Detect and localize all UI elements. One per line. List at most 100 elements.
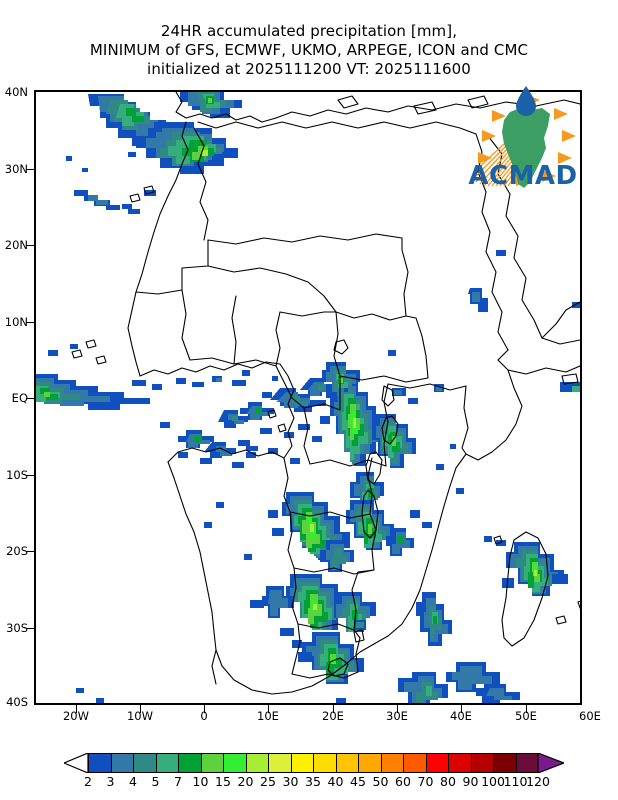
map-plot-area[interactable] bbox=[34, 90, 582, 705]
colorbar-label-20: 20 bbox=[237, 774, 254, 789]
colorbar-swatch-7[interactable] bbox=[178, 753, 201, 773]
colorbar-swatch-40[interactable] bbox=[335, 753, 358, 773]
y-tick-label-eq: EQ bbox=[11, 391, 28, 405]
acmad-logo[interactable]: ACMAD bbox=[458, 86, 588, 194]
colorbar-label-5: 5 bbox=[151, 774, 160, 789]
colorbar-label-40: 40 bbox=[327, 774, 344, 789]
title-line-3: initialized at 2025111200 VT: 2025111600 bbox=[147, 60, 471, 78]
colorbar-label-50: 50 bbox=[372, 774, 389, 789]
y-tick-10n bbox=[26, 322, 34, 323]
colorbar-swatch-70[interactable] bbox=[425, 753, 448, 773]
x-tick-10w bbox=[140, 705, 141, 713]
colorbar-swatch-80[interactable] bbox=[448, 753, 471, 773]
africa-continent-icon bbox=[502, 108, 550, 188]
acmad-logo-text: ACMAD bbox=[468, 161, 577, 191]
colorbar-label-80: 80 bbox=[440, 774, 456, 789]
colorbar-swatch-30[interactable] bbox=[290, 753, 313, 773]
precip-region-southern-indian-ocean bbox=[398, 592, 520, 703]
x-tick-label-40e: 40E bbox=[450, 709, 472, 723]
colorbar-tick-labels: 2 3 4 5 7 10 15 20 25 30 35 40 45 50 60 70 80 90 100 110 120 bbox=[0, 774, 618, 794]
y-tick-20s bbox=[26, 551, 34, 552]
x-tick-20w bbox=[76, 705, 77, 713]
colorbar-label-4: 4 bbox=[129, 774, 137, 789]
colorbar-label-90: 90 bbox=[462, 774, 479, 789]
colorbar-swatch-45[interactable] bbox=[358, 753, 381, 773]
x-tick-30e bbox=[397, 705, 398, 713]
colorbar-label-110: 110 bbox=[503, 774, 528, 789]
colorbar-swatch-2[interactable] bbox=[88, 753, 111, 773]
colorbar-label-2: 2 bbox=[84, 774, 92, 789]
precip-region-zambia-zimbabwe bbox=[268, 492, 432, 572]
x-tick-50e bbox=[526, 705, 527, 713]
colorbar-label-30: 30 bbox=[282, 774, 299, 789]
colorbar-swatch-25[interactable] bbox=[268, 753, 291, 773]
colorbar-swatch-3[interactable] bbox=[110, 753, 133, 773]
y-tick-label-30s: 30S bbox=[6, 621, 28, 635]
x-tick-20e bbox=[333, 705, 334, 713]
colorbar-swatch-10[interactable] bbox=[200, 753, 223, 773]
x-tick-label-30e: 30E bbox=[386, 709, 408, 723]
colorbar-label-3: 3 bbox=[106, 774, 115, 789]
colorbar-label-70: 70 bbox=[417, 774, 434, 789]
x-tick-label-10w: 10W bbox=[126, 709, 154, 723]
colorbar-swatch-110[interactable] bbox=[515, 753, 538, 773]
colorbar-label-100: 100 bbox=[481, 774, 505, 789]
precip-region-madagascar bbox=[484, 536, 568, 596]
precip-region-morocco-iberia bbox=[66, 92, 242, 214]
y-tick-10s bbox=[26, 475, 34, 476]
y-tick-label-10s: 10S bbox=[6, 468, 28, 482]
colorbar-swatch-35[interactable] bbox=[313, 753, 336, 773]
colorbar-swatch-5[interactable] bbox=[155, 753, 178, 773]
y-tick-30s bbox=[26, 628, 34, 629]
y-tick-label-40n: 40N bbox=[4, 85, 28, 99]
colorbar-over-arrow bbox=[538, 753, 564, 773]
y-tick-label-30n: 30N bbox=[4, 162, 28, 176]
precip-specks bbox=[76, 350, 464, 703]
precipitation-field bbox=[36, 92, 580, 703]
colorbar-label-25: 25 bbox=[260, 774, 276, 789]
colorbar-label-45: 45 bbox=[350, 774, 366, 789]
water-drop-icon bbox=[516, 86, 536, 116]
x-tick-label-20e: 20E bbox=[322, 709, 344, 723]
colorbar-swatch-15[interactable] bbox=[223, 753, 246, 773]
colorbar-label-35: 35 bbox=[305, 774, 321, 789]
title-line-2: MINIMUM of GFS, ECMWF, UKMO, ARPEGE, ICO… bbox=[89, 41, 529, 59]
y-tick-label-10n: 10N bbox=[4, 315, 28, 329]
x-tick-label-10e: 10E bbox=[257, 709, 279, 723]
y-tick-20n bbox=[26, 245, 34, 246]
x-tick-0 bbox=[204, 705, 205, 713]
colorbar-label-15: 15 bbox=[215, 774, 231, 789]
x-tick-label-0: 0 bbox=[200, 709, 208, 723]
colorbar-swatch-90[interactable] bbox=[470, 753, 493, 773]
chart-title: 24HR accumulated precipitation [mm], MIN… bbox=[0, 22, 618, 79]
colorbar-label-60: 60 bbox=[395, 774, 411, 789]
y-tick-30n bbox=[26, 169, 34, 170]
africa-precipitation-map[interactable] bbox=[36, 92, 580, 703]
colorbar-swatch-50[interactable] bbox=[380, 753, 403, 773]
x-tick-label-20w: 20W bbox=[62, 709, 90, 723]
title-line-1: 24HR accumulated precipitation [mm], bbox=[160, 22, 458, 40]
y-tick-label-20s: 20S bbox=[6, 544, 28, 558]
precip-region-south-africa-east bbox=[292, 620, 366, 684]
x-tick-10e bbox=[268, 705, 269, 713]
colorbar-label-10: 10 bbox=[192, 774, 209, 789]
y-tick-label-40s: 40S bbox=[6, 695, 28, 709]
colorbar-swatch-100[interactable] bbox=[493, 753, 516, 773]
colorbar[interactable]: 2 3 4 5 7 10 15 20 25 30 35 40 45 50 60 70 80 90 100 110 120 bbox=[0, 748, 618, 794]
precip-region-gulf-of-guinea bbox=[36, 344, 290, 410]
colorbar-swatch-20[interactable] bbox=[245, 753, 268, 773]
x-tick-40e bbox=[461, 705, 462, 713]
colorbar-swatches[interactable] bbox=[88, 753, 538, 773]
precip-region-south-africa-north bbox=[250, 574, 376, 636]
colorbar-swatch-60[interactable] bbox=[403, 753, 426, 773]
colorbar-swatch-4[interactable] bbox=[133, 753, 156, 773]
x-tick-label-60e: 60E bbox=[579, 709, 601, 723]
precip-region-congo-basin bbox=[160, 378, 336, 468]
y-axis: 40N 30N 20N 10N EQ 10S 20S 30S 40S bbox=[0, 0, 34, 800]
colorbar-label-120: 120 bbox=[526, 774, 550, 789]
colorbar-label-7: 7 bbox=[174, 774, 182, 789]
y-tick-eq bbox=[26, 398, 34, 399]
x-tick-label-50e: 50E bbox=[515, 709, 537, 723]
